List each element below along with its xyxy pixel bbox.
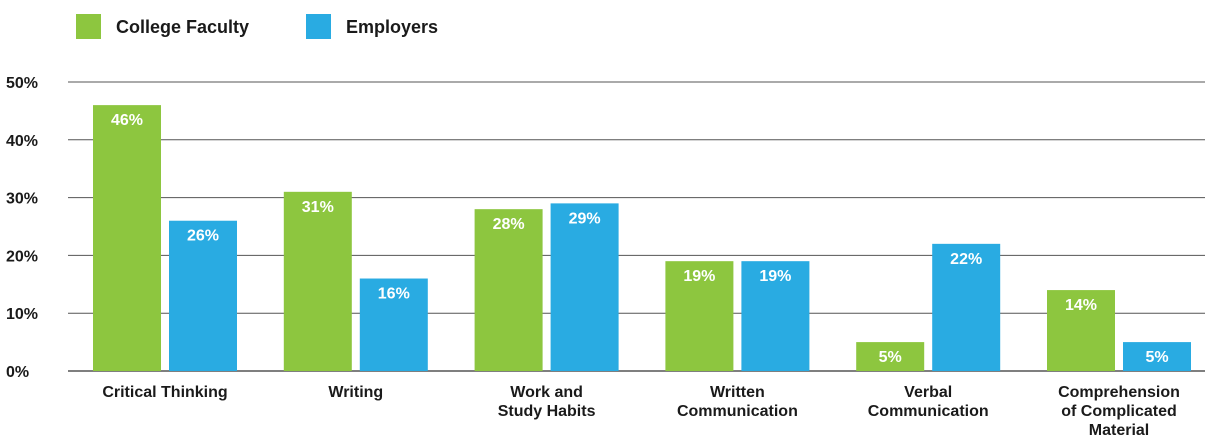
bar	[665, 261, 734, 371]
legend: College Faculty Employers	[76, 14, 438, 39]
bar	[550, 203, 619, 371]
bar-value-label: 28%	[493, 216, 525, 233]
bar-value-label: 26%	[187, 228, 219, 245]
x-tick-label: Critical Thinking	[102, 384, 227, 401]
x-tick-label: Work and Study Habits	[498, 384, 596, 420]
y-tick-label: 30%	[6, 191, 38, 208]
bar	[283, 191, 352, 371]
x-tick-label: Comprehension of Complicated Material	[1058, 384, 1180, 439]
bar-value-label: 29%	[569, 210, 601, 227]
bar	[856, 342, 925, 371]
bar-value-label: 19%	[683, 268, 715, 285]
x-tick-label: Verbal Communication	[868, 384, 989, 420]
y-tick-label: 50%	[6, 75, 38, 92]
bar	[1047, 290, 1115, 371]
bar-value-label: 22%	[950, 251, 982, 268]
bar	[474, 209, 543, 371]
legend-label: College Faculty	[116, 17, 249, 37]
bars: 46% 26% 31% 16% 28% 29% 19% 19% 5% 22% 14% 5%	[93, 105, 1191, 372]
y-tick-label: 0%	[6, 364, 29, 381]
bar-value-label: 31%	[302, 199, 334, 216]
bar	[741, 261, 810, 371]
x-axis-labels: Critical Thinking Writing Work and Study Ha…	[102, 384, 1180, 439]
bar-value-label: 16%	[378, 286, 410, 303]
y-tick-label: 20%	[6, 248, 38, 265]
bar	[1123, 342, 1191, 371]
bar	[93, 105, 161, 372]
bar-value-label: 5%	[1145, 349, 1168, 366]
x-tick-label: Written Communication	[677, 384, 798, 420]
y-axis-ticks: 0% 10% 20% 30% 40% 50%	[6, 75, 38, 381]
y-tick-label: 40%	[6, 133, 38, 150]
legend-label: Employers	[346, 17, 438, 37]
bar-value-label: 46%	[111, 112, 143, 129]
gridlines	[68, 81, 1205, 372]
bar-value-label: 5%	[879, 349, 902, 366]
x-tick-label: Writing	[328, 384, 383, 401]
bar	[169, 220, 237, 371]
bar-value-label: 19%	[759, 268, 791, 285]
y-tick-label: 10%	[6, 306, 38, 323]
bar-value-label: 14%	[1065, 297, 1097, 314]
bar	[359, 278, 428, 371]
bar	[932, 243, 1001, 371]
legend-swatch	[306, 14, 331, 39]
legend-swatch	[76, 14, 101, 39]
